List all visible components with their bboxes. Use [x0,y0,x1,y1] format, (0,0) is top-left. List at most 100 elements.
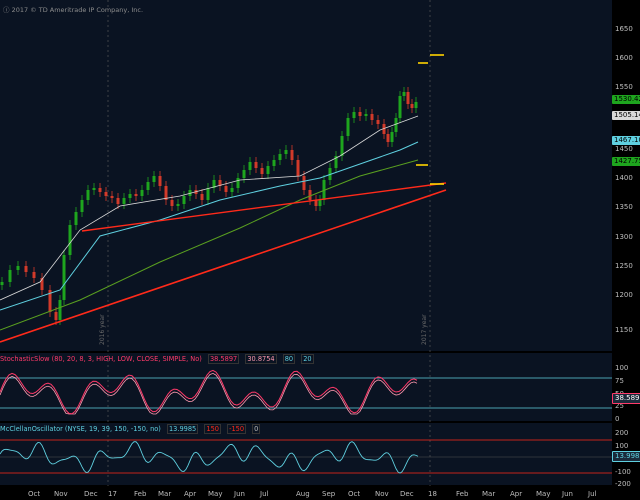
mcclellan-zero: 0 [252,424,261,434]
candle-body [308,190,312,200]
candle-body [318,200,322,206]
candle-body [402,92,406,96]
price-axis[interactable] [612,0,640,351]
candle-body [414,102,418,108]
candle-body [296,160,300,176]
time-axis-label: 18 [428,490,437,498]
candle-body [152,176,156,182]
candle-body [248,162,252,170]
candle-body [364,114,368,116]
price-tick-label: 1300 [615,233,633,241]
candle-body [212,180,216,188]
candle-body [16,266,20,270]
candle-body [272,160,276,166]
time-axis-label: 17 [108,490,117,498]
price-tick-label: 1150 [615,326,633,334]
mcclellan-tick-label: -200 [615,480,631,488]
last-price-badge: 1530.42 [612,95,640,104]
candle-body [278,154,282,160]
candle-body [266,166,270,174]
mcclellan-panel[interactable] [0,423,612,485]
stochastic-tick-label: 0 [615,415,620,423]
candle-body [224,186,228,192]
year-divider-label: 2017 year [421,314,428,345]
moving-average-slow [0,159,419,331]
candle-body [406,92,410,104]
stochastic-level-low: 20 [301,354,314,364]
time-axis-label: Mar [482,490,496,498]
candle-body [370,114,374,120]
stochastic-header[interactable]: StochasticSlow (80, 20, 8, 3, HIGH, LOW,… [0,354,318,364]
candle-body [164,186,168,200]
candle-body [116,198,120,204]
stochastic-value-1: 38.5897 [207,354,240,364]
candle-body [302,176,306,190]
mcclellan-oscillator-line [0,441,419,474]
time-axis-label: Nov [375,490,389,498]
stochastic-axis[interactable] [612,353,640,421]
price-panel[interactable] [0,0,612,351]
candle-body [24,266,28,272]
candle-body [176,204,180,206]
time-axis-label: Apr [510,490,523,498]
time-axis-label: May [208,490,223,498]
candle-body [218,180,222,186]
candle-body [284,150,288,154]
time-axis-label: Dec [400,490,414,498]
trendline-upper [81,182,447,232]
moving-average-mid [0,141,419,311]
price-tick-label: 1450 [615,145,633,153]
candle-body [386,134,390,142]
candle-body [80,200,84,212]
candle-body [352,112,356,118]
time-axis-label: Feb [456,490,469,498]
time-axis-label: Jul [260,490,269,498]
candle-body [140,190,144,196]
price-tick-label: 1650 [615,25,633,33]
candle-body [0,282,4,285]
stochastic-fast-line [0,369,418,415]
time-axis-label: Sep [322,490,336,498]
mcclellan-level-low: -150 [227,424,247,434]
candle-body [68,225,72,255]
mcclellan-value-badge: 13.9985 [612,451,640,462]
candle-body [254,162,258,168]
time-axis-label: Aug [296,490,310,498]
candle-body [334,156,338,168]
candle-body [134,194,138,196]
mcclellan-study-label: McClellanOscillator (NYSE, 19, 39, 150, … [0,425,161,433]
trendline-lower [0,189,447,343]
candle-body [376,120,380,124]
price-tick-label: 1200 [615,291,633,299]
mcclellan-tick-label: 100 [615,442,629,450]
year-divider-label: 2016 year [99,314,106,345]
candle-body [98,188,102,192]
mcclellan-header[interactable]: McClellanOscillator (NYSE, 19, 39, 150, … [0,424,264,434]
candle-body [128,194,132,198]
time-axis-label: Apr [184,490,197,498]
candle-body [146,182,150,190]
candle-body [170,200,174,206]
stochastic-tick-label: 75 [615,377,624,385]
time-axis-label: Dec [84,490,98,498]
ma-slow-badge: 1427.75 [612,157,640,166]
time-axis-label: Jun [562,490,573,498]
mcclellan-tick-label: 200 [615,429,629,437]
candle-body [290,150,294,160]
candle-body [32,272,36,278]
candle-body [340,136,344,156]
candle-body [86,190,90,200]
mcclellan-tick-label: -100 [615,468,631,476]
candle-body [394,118,398,132]
candle-body [62,255,66,300]
candle-body [58,300,62,320]
price-tick-label: 1250 [615,262,633,270]
candle-body [40,278,44,290]
price-tick-label: 1350 [615,203,633,211]
mcclellan-value: 13.9985 [166,424,199,434]
stochastic-value-2: 30.8754 [245,354,277,364]
candle-body [358,112,362,116]
candle-body [346,118,350,136]
candle-body [390,132,394,142]
